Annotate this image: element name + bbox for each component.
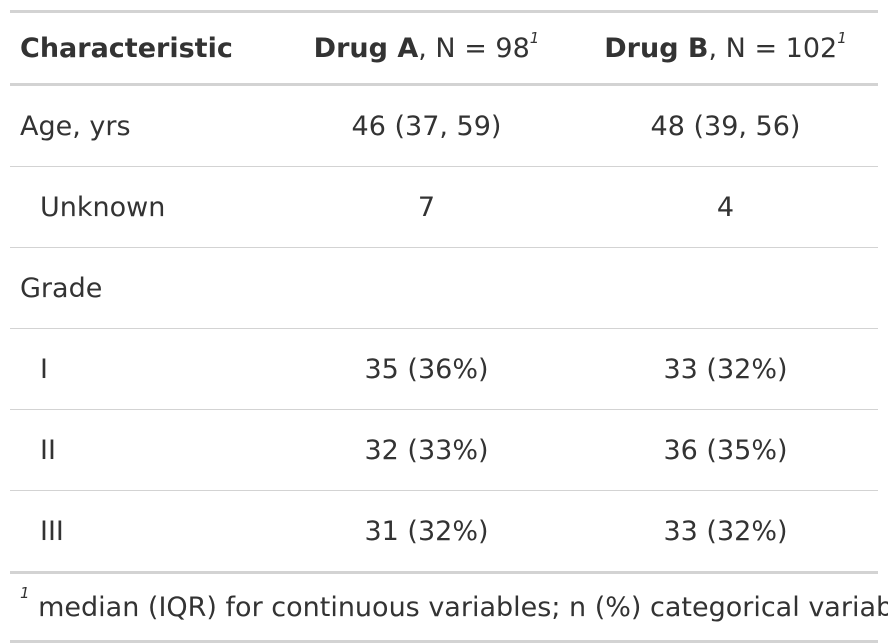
header-drug-a: Drug A, N = 981 bbox=[280, 10, 573, 86]
table-row-grade-iii: III 31 (32%) 33 (32%) bbox=[10, 490, 878, 574]
row-label: II bbox=[10, 409, 280, 491]
summary-table: Characteristic Drug A, N = 981 Drug B, N… bbox=[10, 10, 888, 643]
cell-drug-b: 33 (32%) bbox=[573, 490, 878, 574]
header-characteristic-label: Characteristic bbox=[20, 32, 233, 64]
footnote-text: median (IQR) for continuous variables; n… bbox=[29, 591, 888, 623]
table-row-grade-i: I 35 (36%) 33 (32%) bbox=[10, 328, 878, 410]
table-row-unknown: Unknown 7 4 bbox=[10, 166, 878, 248]
cell-drug-a: 46 (37, 59) bbox=[280, 84, 573, 167]
header-drug-b-n: , N = 102 bbox=[708, 32, 838, 64]
header-drug-a-label: Drug A bbox=[313, 32, 419, 64]
row-label: I bbox=[10, 328, 280, 410]
summary-table-container: Characteristic Drug A, N = 981 Drug B, N… bbox=[10, 10, 888, 643]
cell-drug-b bbox=[573, 247, 878, 329]
cell-drug-a: 7 bbox=[280, 166, 573, 248]
table-footer: 1 median (IQR) for continuous variables;… bbox=[10, 572, 888, 643]
footnote: 1 median (IQR) for continuous variables;… bbox=[10, 572, 888, 643]
cell-drug-b: 4 bbox=[573, 166, 878, 248]
cell-drug-a bbox=[280, 247, 573, 329]
cell-drug-a: 35 (36%) bbox=[280, 328, 573, 410]
row-label: Unknown bbox=[10, 166, 280, 248]
table-row-grade: Grade bbox=[10, 247, 878, 329]
header-characteristic: Characteristic bbox=[10, 10, 280, 86]
header-drug-b-label: Drug B bbox=[604, 32, 709, 64]
footnote-marker: 1 bbox=[20, 583, 30, 602]
row-label: III bbox=[10, 490, 280, 574]
table-row-grade-ii: II 32 (33%) 36 (35%) bbox=[10, 409, 878, 491]
cell-drug-a: 31 (32%) bbox=[280, 490, 573, 574]
cell-drug-b: 48 (39, 56) bbox=[573, 84, 878, 167]
table-header: Characteristic Drug A, N = 981 Drug B, N… bbox=[10, 10, 878, 86]
cell-drug-b: 33 (32%) bbox=[573, 328, 878, 410]
row-label: Age, yrs bbox=[10, 84, 280, 167]
footnote-row: 1 median (IQR) for continuous variables;… bbox=[10, 572, 888, 643]
cell-drug-b: 36 (35%) bbox=[573, 409, 878, 491]
header-drug-b: Drug B, N = 1021 bbox=[573, 10, 878, 86]
header-drug-a-footnote-marker: 1 bbox=[529, 28, 540, 47]
row-label: Grade bbox=[10, 247, 280, 329]
header-row: Characteristic Drug A, N = 981 Drug B, N… bbox=[10, 10, 878, 86]
header-drug-b-footnote-marker: 1 bbox=[837, 28, 847, 47]
table-body: Age, yrs 46 (37, 59) 48 (39, 56) Unknown… bbox=[10, 84, 878, 574]
cell-drug-a: 32 (33%) bbox=[280, 409, 573, 491]
header-drug-a-n: , N = 98 bbox=[418, 32, 530, 64]
table-row-age: Age, yrs 46 (37, 59) 48 (39, 56) bbox=[10, 84, 878, 167]
